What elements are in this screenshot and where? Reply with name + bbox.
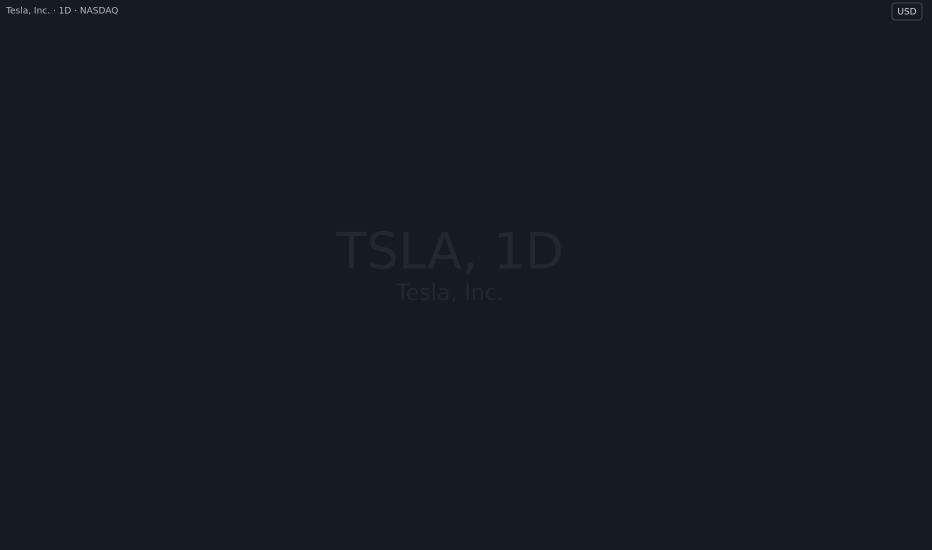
price-axis <box>885 0 932 550</box>
watermark-subtitle: Tesla, Inc. <box>395 281 504 306</box>
currency[interactable]: USD <box>897 8 916 18</box>
time-axis <box>0 530 885 550</box>
watermark: TSLA, 1D <box>335 223 564 281</box>
currency-button[interactable] <box>891 2 923 21</box>
symbol-header: Tesla, Inc. · 1D · NASDAQ <box>5 7 118 17</box>
